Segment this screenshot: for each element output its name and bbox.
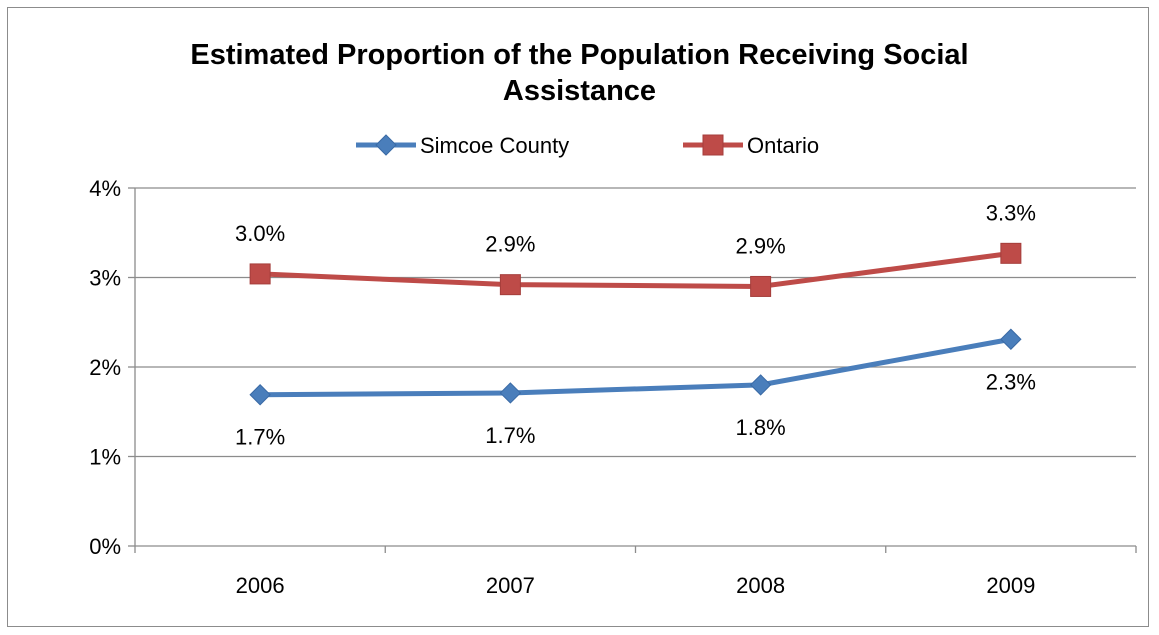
- x-tick-label: 2009: [986, 573, 1035, 598]
- legend: Simcoe County Ontario: [356, 133, 819, 158]
- x-tick-label: 2006: [236, 573, 285, 598]
- legend-simcoe-county-marker: [375, 134, 397, 156]
- simcoe-county-marker: [249, 384, 271, 406]
- simcoe-county-data-label: 1.7%: [235, 425, 285, 450]
- y-tick-label: 0%: [89, 534, 121, 559]
- series-layer: [249, 242, 1022, 406]
- chart-frame: [7, 7, 1149, 627]
- ontario-marker: [249, 263, 271, 285]
- x-tick-label: 2007: [486, 573, 535, 598]
- ontario-data-label: 2.9%: [485, 232, 535, 257]
- chart-title-line-2: Assistance: [502, 75, 657, 107]
- axes: 0% 1% 2% 3% 4% 2006 2007 2008 2009: [89, 176, 1137, 598]
- y-tick-label: 4%: [89, 176, 121, 201]
- chart-title-line-1: Estimated Proportion of the Population R…: [190, 39, 969, 71]
- ontario-data-label: 3.3%: [986, 200, 1036, 225]
- simcoe-county-marker: [1000, 328, 1022, 350]
- y-tick-label: 2%: [89, 355, 121, 380]
- ontario-line: [257, 250, 1014, 289]
- simcoe-county-marker: [499, 382, 522, 404]
- ontario-marker: [499, 274, 521, 296]
- x-tick-label: 2008: [736, 573, 785, 598]
- simcoe-county-data-label: 2.3%: [986, 369, 1036, 394]
- ontario-marker: [750, 275, 772, 297]
- data-labels: 1.7% 1.7% 1.8% 2.3% 3.0% 2.9% 2.9% 3.3%: [235, 200, 1036, 449]
- y-tick-label: 1%: [89, 445, 121, 470]
- simcoe-county-line: [257, 336, 1014, 398]
- ontario-marker: [1000, 242, 1022, 264]
- simcoe-county-data-label: 1.7%: [485, 423, 535, 448]
- legend-simcoe-county-label: Simcoe County: [420, 133, 569, 158]
- legend-ontario-marker: [702, 134, 724, 156]
- chart-title: Estimated Proportion of the Population R…: [0, 37, 1159, 109]
- ontario-data-label: 2.9%: [736, 233, 786, 258]
- ontario-data-label: 3.0%: [235, 221, 285, 246]
- y-tick-label: 3%: [89, 266, 121, 291]
- simcoe-county-marker: [749, 374, 772, 396]
- legend-ontario-label: Ontario: [747, 133, 819, 158]
- simcoe-county-data-label: 1.8%: [736, 415, 786, 440]
